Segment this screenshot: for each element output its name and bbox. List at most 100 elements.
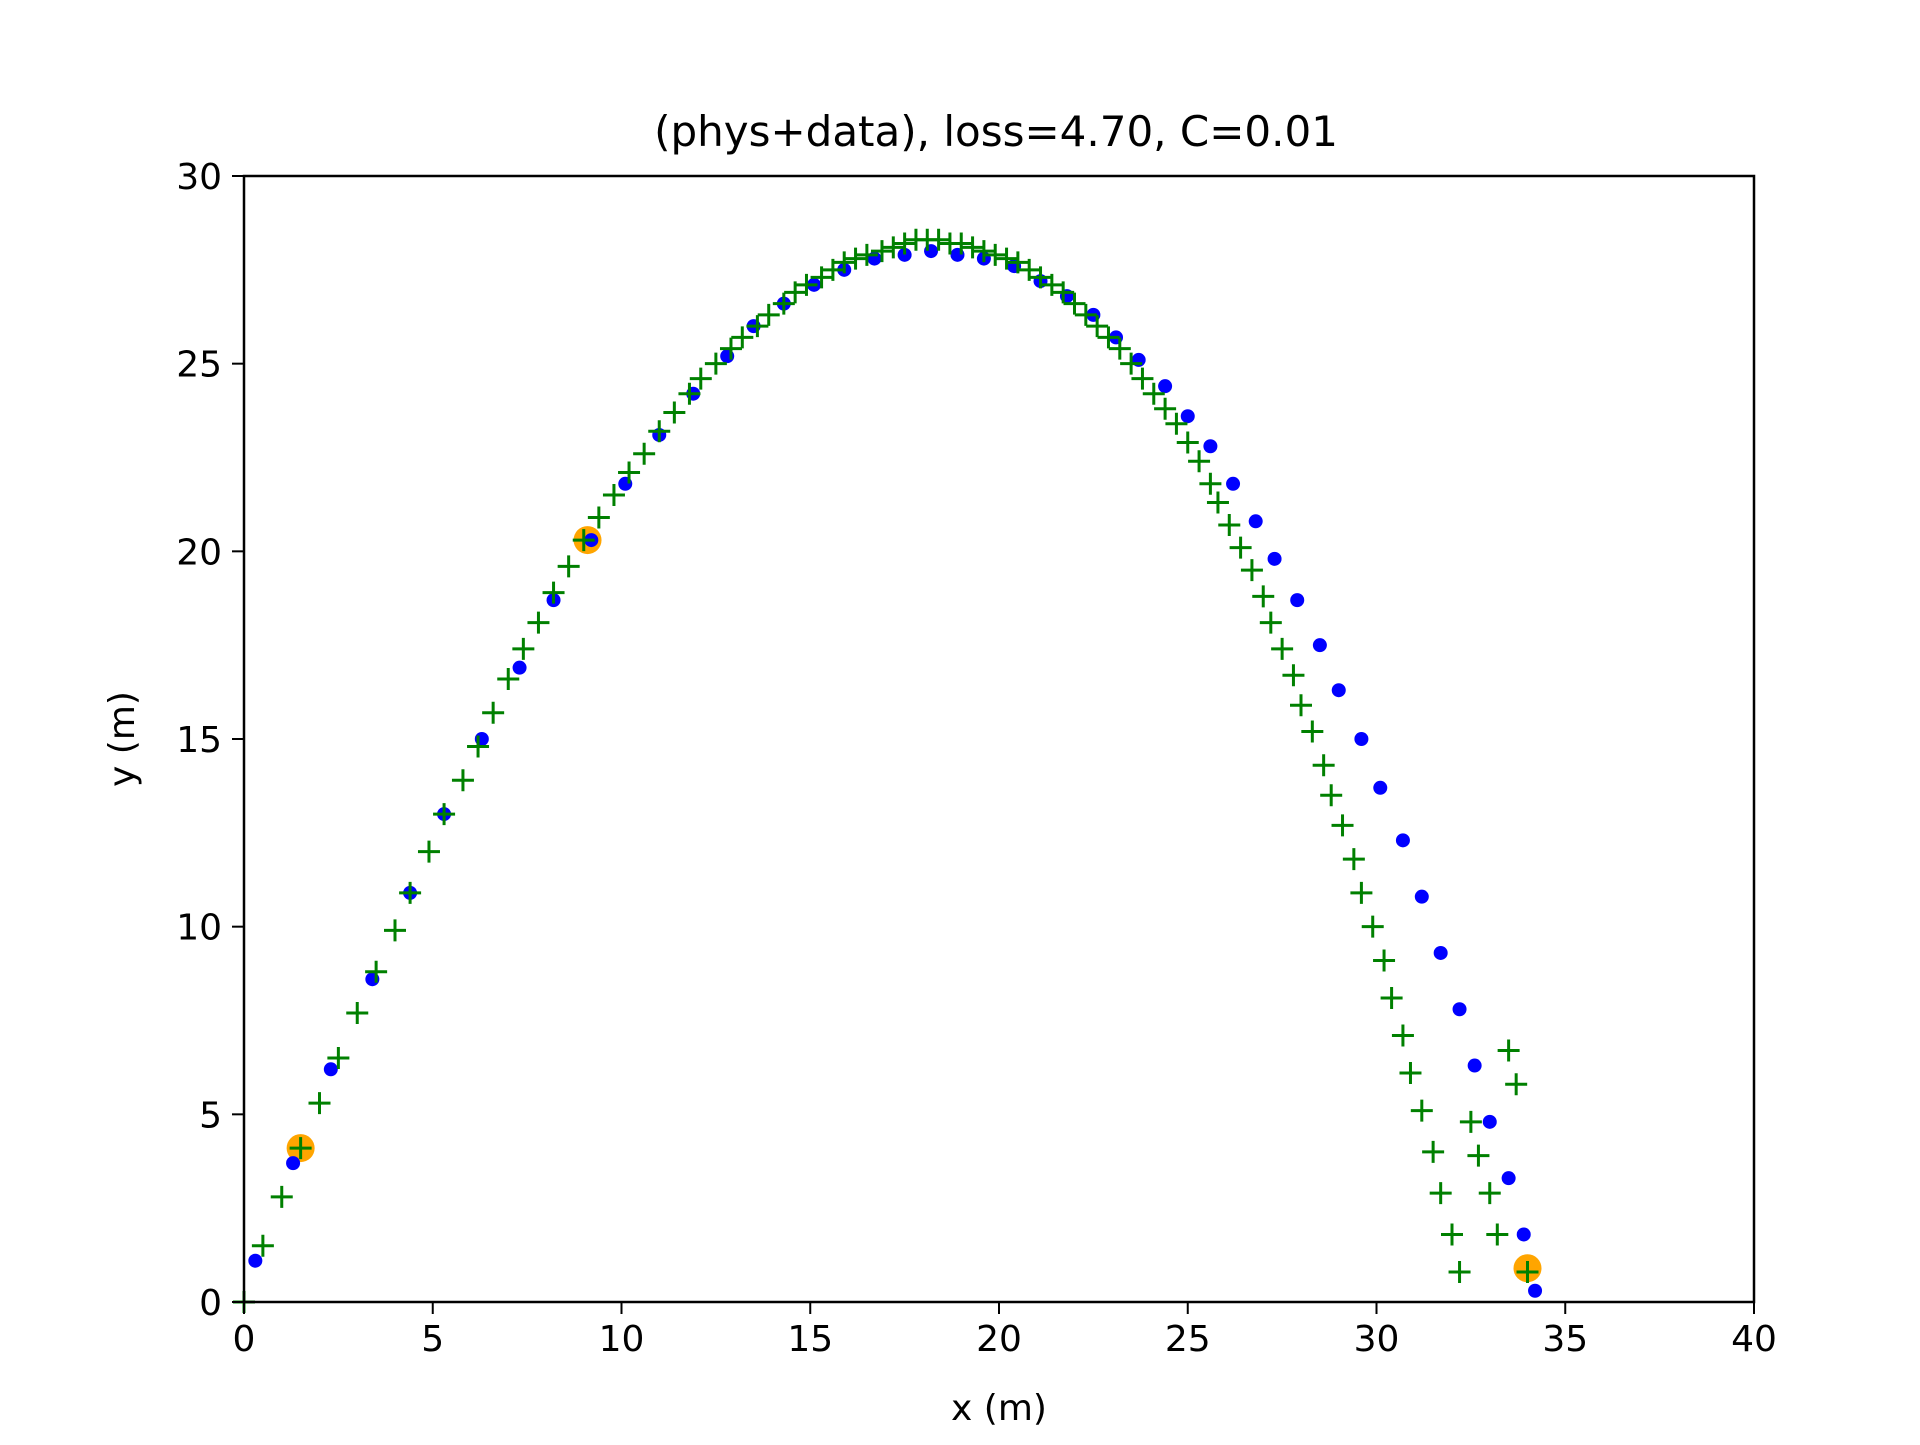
prediction-point — [1320, 784, 1343, 807]
trajectory-point — [323, 1062, 338, 1077]
prediction-point — [757, 303, 780, 326]
prediction-point — [1486, 1223, 1509, 1246]
prediction-point — [618, 461, 641, 484]
prediction-point — [995, 247, 1018, 270]
prediction-point — [1459, 1110, 1482, 1133]
y-axis-label: y (m) — [102, 691, 143, 787]
prediction-point — [417, 840, 440, 863]
prediction-point — [1361, 915, 1384, 938]
prediction-point — [1218, 514, 1241, 537]
prediction-point — [689, 367, 712, 390]
prediction-point — [784, 281, 807, 304]
trajectory-point — [1467, 1058, 1482, 1073]
prediction-point — [1312, 754, 1335, 777]
prediction-point — [1441, 1223, 1463, 1246]
chart-title: (phys+data), loss=4.70, C=0.01 — [654, 107, 1338, 156]
prediction-point — [1422, 1140, 1445, 1163]
prediction-point — [327, 1047, 350, 1070]
prediction-point — [433, 803, 456, 826]
x-axis: 0 5 10 15 20 25 30 35 40 — [233, 1302, 1777, 1360]
trajectory-point — [1290, 593, 1305, 608]
prediction-point — [1373, 949, 1396, 972]
prediction-point — [1006, 251, 1029, 274]
prediction-point — [1029, 266, 1052, 289]
prediction-point — [1154, 397, 1177, 420]
trajectory-point — [1248, 514, 1263, 529]
prediction-point — [251, 1234, 274, 1257]
trajectory-point — [286, 1156, 301, 1171]
prediction-point — [772, 292, 795, 315]
prediction-point — [1142, 382, 1165, 405]
y-tick-label: 10 — [176, 908, 222, 949]
trajectory-point — [1373, 780, 1388, 795]
x-tick-label: 5 — [421, 1319, 444, 1360]
prediction-point — [844, 247, 867, 270]
prediction-point — [1240, 559, 1263, 582]
prediction-point — [542, 581, 565, 604]
prediction-point — [1448, 1260, 1471, 1283]
prediction-point — [1350, 881, 1373, 904]
prediction-point — [1052, 281, 1075, 304]
prediction-point — [482, 701, 505, 724]
x-tick-label: 20 — [976, 1319, 1022, 1360]
prediction-point — [1131, 367, 1154, 390]
prediction-point — [399, 881, 422, 904]
prediction-point — [1497, 1039, 1520, 1062]
prediction-point — [1290, 694, 1312, 717]
prediction-point — [1301, 720, 1324, 743]
prediction-point — [1342, 848, 1365, 871]
trajectory-point — [1203, 439, 1218, 454]
trajectory-point — [1354, 732, 1369, 746]
prediction-point — [1097, 326, 1120, 349]
prediction-point — [648, 420, 671, 443]
y-tick-label: 20 — [176, 532, 222, 573]
prediction-point — [893, 232, 916, 255]
y-tick-label: 30 — [176, 157, 222, 198]
prediction-point — [1199, 472, 1222, 495]
prediction-point — [810, 266, 833, 289]
trajectory-point — [1158, 379, 1173, 394]
prediction-point — [1229, 536, 1252, 559]
prediction-point — [1074, 303, 1097, 326]
prediction-point — [704, 352, 727, 375]
prediction-point — [1516, 1260, 1539, 1283]
prediction-point — [1271, 637, 1294, 660]
trajectory-point — [1226, 476, 1241, 491]
prediction-point — [1282, 664, 1305, 687]
x-tick-label: 10 — [599, 1319, 645, 1360]
prediction-point — [497, 667, 520, 690]
prediction-point — [467, 735, 490, 758]
prediction-point — [1410, 1099, 1433, 1122]
trajectory-point — [1267, 551, 1282, 566]
trajectory-point — [897, 247, 912, 262]
prediction-point — [663, 401, 686, 424]
prediction-point — [855, 243, 878, 266]
prediction-point — [270, 1185, 293, 1208]
trajectory-point — [1433, 945, 1448, 960]
prediction-point — [833, 251, 856, 274]
prediction-point — [746, 315, 769, 338]
prediction-point — [1176, 431, 1199, 454]
plot-area — [233, 228, 1543, 1313]
prediction-point — [1252, 585, 1275, 608]
prediction-point — [308, 1092, 331, 1115]
prediction-point — [602, 484, 625, 507]
prediction-point — [1380, 986, 1403, 1009]
x-tick-label: 25 — [1165, 1319, 1211, 1360]
prediction-point — [1108, 337, 1131, 360]
prediction-point — [972, 240, 995, 263]
prediction-point — [927, 228, 950, 251]
x-axis-label: x (m) — [951, 1388, 1047, 1429]
prediction-point — [1188, 450, 1211, 473]
x-tick-label: 0 — [233, 1319, 256, 1360]
prediction-point — [557, 555, 580, 578]
trajectory-point — [1414, 889, 1429, 904]
prediction-point — [1086, 315, 1109, 338]
trajectory-point — [1452, 1002, 1467, 1017]
prediction-point — [1399, 1062, 1422, 1085]
prediction-point — [882, 236, 905, 259]
prediction-point — [451, 769, 474, 792]
prediction-point — [384, 919, 406, 942]
x-tick-label: 40 — [1731, 1319, 1777, 1360]
